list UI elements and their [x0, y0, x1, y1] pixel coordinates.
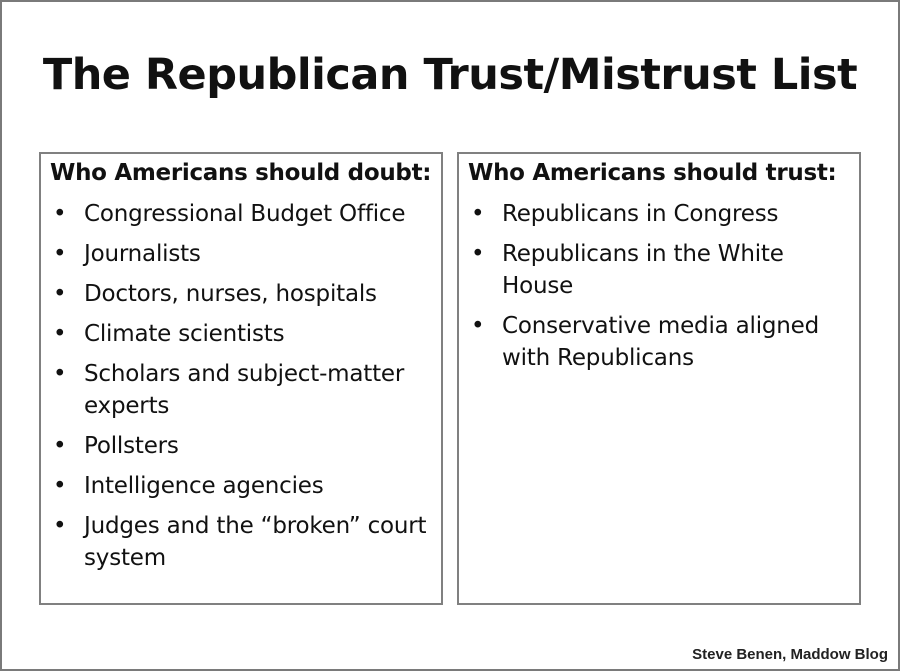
trust-list: • Republicans in Congress • Republicans in … — [459, 198, 859, 382]
trust-heading: Who Americans should trust: — [468, 160, 837, 186]
list-item: • Judges and the “broken” court system — [41, 510, 441, 574]
list-item-text: Doctors, nurses, hospitals — [84, 281, 377, 307]
list-item: • Doctors, nurses, hospitals — [41, 278, 441, 310]
list-item-text: Republicans in the White House — [502, 241, 784, 299]
list-item-text: Republicans in Congress — [502, 201, 779, 227]
credit-caption: Steve Benen, Maddow Blog — [692, 646, 888, 663]
list-item: • Republicans in the White House — [459, 238, 859, 302]
list-item: • Scholars and subject-matter experts — [41, 358, 441, 422]
list-item-text: Conservative media aligned with Republic… — [502, 313, 820, 371]
bullet-icon: • — [53, 241, 67, 267]
list-item-text: Intelligence agencies — [84, 473, 324, 499]
bullet-icon: • — [53, 433, 67, 459]
bullet-icon: • — [53, 361, 67, 387]
bullet-icon: • — [471, 241, 485, 267]
list-item-text: Journalists — [84, 241, 201, 267]
bullet-icon: • — [53, 321, 67, 347]
list-item-text: Scholars and subject-matter experts — [84, 361, 405, 419]
doubt-panel: Who Americans should doubt: • Congression… — [39, 152, 443, 605]
doubt-heading: Who Americans should doubt: — [50, 160, 432, 186]
bullet-icon: • — [53, 201, 67, 227]
list-item: • Congressional Budget Office — [41, 198, 441, 230]
list-item-text: Climate scientists — [84, 321, 285, 347]
list-item: • Republicans in Congress — [459, 198, 859, 230]
bullet-icon: • — [471, 313, 485, 339]
bullet-icon: • — [53, 513, 67, 539]
list-item: • Pollsters — [41, 430, 441, 462]
slide-title: The Republican Trust/Mistrust List — [42, 50, 858, 100]
trust-panel: Who Americans should trust: • Republicans… — [457, 152, 861, 605]
list-item: • Journalists — [41, 238, 441, 270]
bullet-icon: • — [53, 473, 67, 499]
list-item: • Intelligence agencies — [41, 470, 441, 502]
list-item: • Conservative media aligned with Republi… — [459, 310, 859, 374]
list-item-text: Judges and the “broken” court system — [84, 513, 427, 571]
doubt-list: • Congressional Budget Office • Journalists… — [41, 198, 441, 582]
bullet-icon: • — [53, 281, 67, 307]
bullet-icon: • — [471, 201, 485, 227]
list-item-text: Congressional Budget Office — [84, 201, 406, 227]
list-item-text: Pollsters — [84, 433, 179, 459]
list-item: • Climate scientists — [41, 318, 441, 350]
